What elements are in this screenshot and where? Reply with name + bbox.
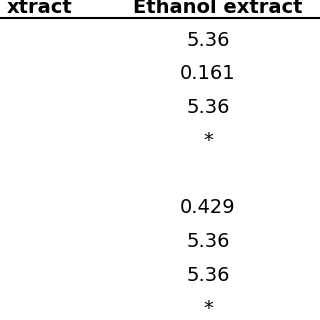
- Text: 0.429: 0.429: [180, 198, 236, 218]
- Text: Ethanol extract: Ethanol extract: [133, 0, 302, 17]
- Text: *: *: [203, 131, 213, 150]
- Text: xtract: xtract: [6, 0, 72, 17]
- Text: 5.36: 5.36: [186, 30, 230, 50]
- Text: 5.36: 5.36: [186, 266, 230, 285]
- Text: 5.36: 5.36: [186, 98, 230, 117]
- Text: *: *: [203, 299, 213, 318]
- Text: 5.36: 5.36: [186, 232, 230, 251]
- Text: 0.161: 0.161: [180, 64, 236, 83]
